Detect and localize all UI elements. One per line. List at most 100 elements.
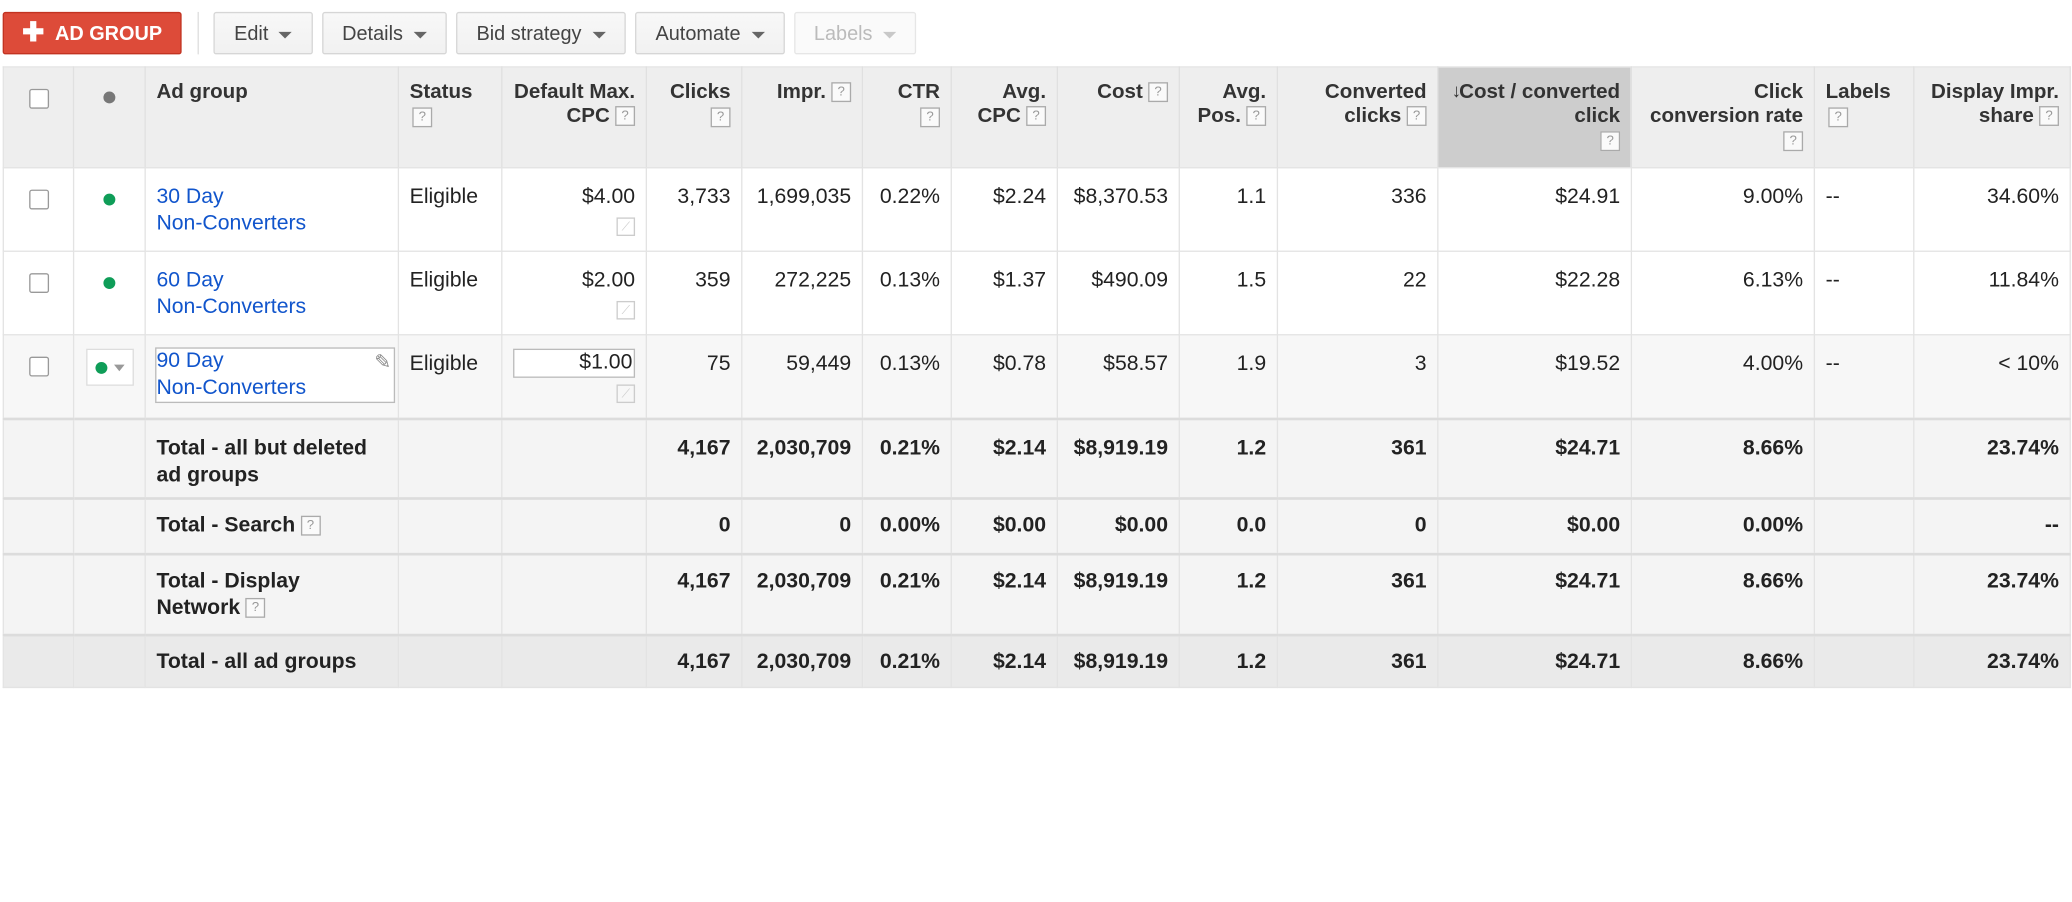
table-row: 60 Day Non-Converters Eligible $2.00 ⟋ 359… (2, 250, 2071, 336)
col-cost-per-converted-click-label: Cost / converted click (1459, 80, 1621, 128)
help-icon[interactable]: ? (1783, 131, 1804, 152)
edit-label: Edit (234, 21, 269, 45)
row-status-cell (72, 250, 146, 336)
clicks-cell: 359 (645, 250, 743, 336)
col-converted-clicks[interactable]: Converted clicks? (1276, 66, 1439, 169)
col-click-conversion-rate[interactable]: Click conversion rate? (1630, 66, 1816, 169)
total-clicks: 0 (645, 496, 743, 555)
col-impr-label: Impr. (776, 80, 826, 104)
total-clicks: 4,167 (645, 633, 743, 689)
bid-strategy-dropdown[interactable]: Bid strategy (456, 11, 626, 55)
trend-chart-icon[interactable]: ⟋ (616, 300, 636, 320)
add-ad-group-button[interactable]: ✚ AD GROUP (2, 11, 182, 55)
row-checkbox[interactable] (28, 189, 49, 210)
total-converted-clicks: 361 (1276, 633, 1439, 689)
cost-per-conv-cell: $22.28 (1437, 250, 1633, 336)
cost-per-conv-cell: $19.52 (1437, 334, 1633, 419)
col-avg-cpc[interactable]: Avg. CPC? (950, 66, 1058, 169)
status-dot-icon (94, 361, 107, 374)
col-status[interactable]: Status? (397, 66, 503, 169)
ad-group-link[interactable]: 60 Day Non-Converters (156, 269, 306, 318)
avg-pos-cell: 1.5 (1178, 250, 1279, 336)
help-icon[interactable]: ? (1246, 106, 1267, 127)
max-cpc-value[interactable]: $2.00 (581, 269, 636, 292)
col-labels[interactable]: Labels? (1813, 66, 1915, 169)
help-icon[interactable]: ? (2039, 106, 2059, 127)
col-click-conversion-rate-label: Click conversion rate (1650, 80, 1804, 128)
max-cpc-editor[interactable]: $1.00 (513, 348, 636, 378)
help-icon[interactable]: ? (1026, 106, 1047, 127)
help-icon[interactable]: ? (245, 597, 266, 618)
help-icon[interactable]: ? (1148, 82, 1169, 103)
col-avg-cpc-label: Avg. CPC (977, 80, 1047, 128)
ad-group-name-line1: 60 Day (156, 269, 224, 292)
ad-group-link[interactable]: 90 Day Non-Converters (156, 350, 306, 399)
max-cpc-value[interactable]: $4.00 (581, 185, 636, 209)
total-label: Total - all but deleted ad groups (144, 416, 400, 499)
status-dot-icon[interactable] (103, 193, 116, 206)
total-label-cell: Total - Search? (144, 496, 400, 555)
ctr-cell: 0.13% (861, 250, 952, 336)
display-share-cell: 11.84% (1913, 250, 2071, 336)
total-row-all-ad-groups: Total - all ad groups 4,167 2,030,709 0.… (2, 633, 2071, 689)
sort-down-arrow-icon: ↓ (1451, 79, 1462, 101)
ad-group-name-line2: Non-Converters (156, 212, 307, 235)
help-icon[interactable]: ? (831, 82, 852, 103)
ad-group-table: Ad group Status? Default Max. CPC? Click… (2, 66, 2071, 689)
help-icon[interactable]: ? (1828, 107, 1849, 128)
col-cost-per-converted-click[interactable]: ↓ Cost / converted click? (1437, 66, 1633, 169)
help-icon[interactable]: ? (412, 107, 433, 128)
total-cost: $0.00 (1056, 496, 1180, 555)
col-ad-group[interactable]: Ad group (144, 66, 400, 169)
status-dot-icon[interactable] (103, 277, 116, 290)
help-icon[interactable]: ? (710, 107, 731, 128)
total-cost: $8,919.19 (1056, 552, 1180, 636)
total-conv-rate: 8.66% (1630, 633, 1816, 689)
help-icon[interactable]: ? (1600, 131, 1621, 152)
help-icon[interactable]: ? (300, 515, 321, 536)
col-impr[interactable]: Impr.? (741, 66, 864, 169)
total-avg-pos: 0.0 (1178, 496, 1279, 555)
row-checkbox-cell (2, 250, 75, 336)
row-checkbox-cell (2, 334, 75, 419)
row-status-cell (72, 334, 146, 419)
ad-group-name-editor[interactable]: 90 Day Non-Converters ✎ (155, 347, 396, 404)
caret-down-icon (751, 31, 765, 38)
empty-cell (72, 416, 146, 499)
total-impr: 2,030,709 (741, 552, 864, 636)
ad-group-link[interactable]: 30 Day Non-Converters (156, 186, 306, 235)
total-avg-pos: 1.2 (1178, 416, 1279, 499)
col-cost[interactable]: Cost? (1056, 66, 1180, 169)
help-icon[interactable]: ? (920, 107, 940, 128)
automate-dropdown[interactable]: Automate (635, 11, 785, 55)
pencil-icon[interactable]: ✎ (374, 351, 392, 374)
total-avg-pos: 1.2 (1178, 633, 1279, 689)
col-avg-pos[interactable]: Avg. Pos.? (1178, 66, 1279, 169)
trend-chart-icon[interactable]: ⟋ (616, 384, 636, 404)
empty-cell (2, 496, 75, 555)
total-avg-cpc: $0.00 (950, 496, 1058, 555)
clicks-cell: 75 (645, 334, 743, 419)
empty-cell (397, 633, 503, 689)
cost-cell: $58.57 (1056, 334, 1180, 419)
status-cell: Eligible (397, 334, 503, 419)
help-icon[interactable]: ? (1406, 106, 1427, 127)
help-icon[interactable]: ? (615, 106, 636, 127)
status-dot-icon (103, 91, 116, 104)
details-dropdown[interactable]: Details (322, 11, 447, 55)
col-default-max-cpc[interactable]: Default Max. CPC? (501, 66, 647, 169)
select-all-checkbox[interactable] (28, 88, 49, 109)
edit-dropdown[interactable]: Edit (213, 11, 313, 55)
row-checkbox[interactable] (28, 356, 49, 377)
row-checkbox[interactable] (28, 273, 49, 294)
col-status-label: Status (409, 80, 473, 104)
trend-chart-icon[interactable]: ⟋ (616, 217, 636, 236)
toolbar: ✚ AD GROUP Edit Details Bid strategy Aut… (0, 0, 2072, 80)
col-display-impr-share[interactable]: Display Impr. share? (1913, 66, 2071, 169)
status-dropdown[interactable] (85, 348, 134, 386)
col-ctr[interactable]: CTR? (861, 66, 952, 169)
col-clicks[interactable]: Clicks? (645, 66, 743, 169)
empty-cell (72, 552, 146, 636)
converted-clicks-cell: 336 (1276, 167, 1439, 252)
labels-dropdown[interactable]: Labels (794, 11, 917, 55)
